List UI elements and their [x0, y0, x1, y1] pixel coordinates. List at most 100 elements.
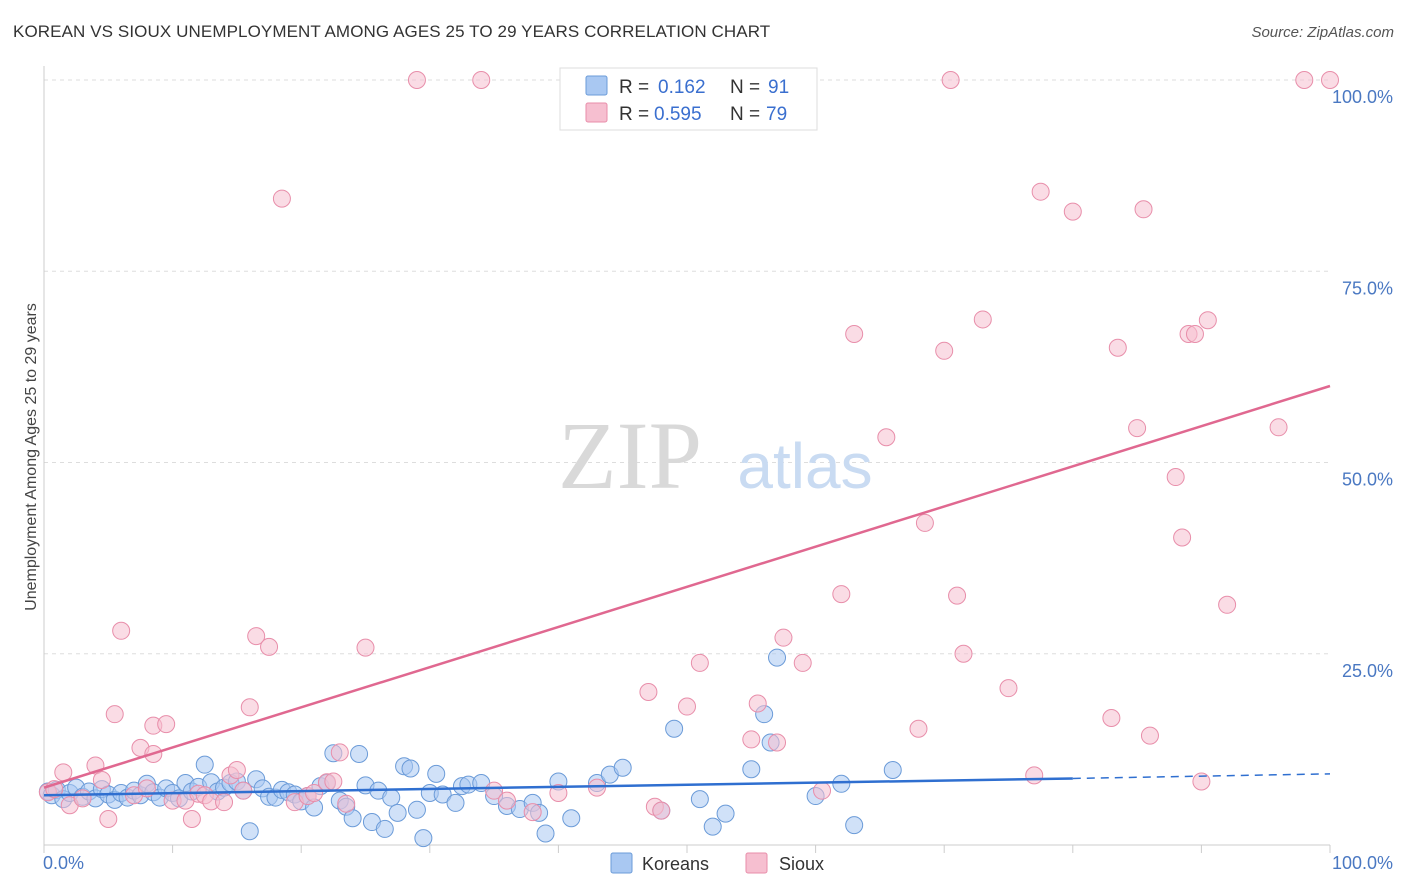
- bottom-legend-swatch-koreans: [610, 852, 633, 874]
- scatter-point: [639, 683, 658, 701]
- y-tick-label: 75.0%: [1342, 278, 1393, 298]
- scatter-point: [1025, 766, 1044, 785]
- watermark: ZIP atlas: [558, 402, 873, 509]
- scatter-point: [883, 761, 902, 780]
- scatter-point: [954, 644, 973, 663]
- scatter-point: [536, 824, 555, 843]
- legend-swatch-blue: [585, 75, 608, 96]
- x-tick-label-min: 0.0%: [43, 853, 84, 873]
- scatter-point: [768, 733, 787, 752]
- scatter-point: [549, 783, 568, 802]
- scatter-point: [1185, 324, 1204, 343]
- x-tick-label-max: 100.0%: [1332, 853, 1393, 873]
- legend-n-label: N =: [730, 77, 760, 98]
- scatter-point: [112, 621, 131, 640]
- scatter-point: [678, 697, 696, 716]
- legend-r-label: R =: [619, 77, 649, 98]
- scatter-point: [92, 770, 111, 789]
- sioux-trend-line: [43, 384, 1331, 789]
- bottom-legend-swatch-sioux: [745, 852, 768, 874]
- scatter-point: [774, 628, 793, 647]
- scatter-point: [407, 71, 426, 89]
- scatter-point: [356, 638, 375, 657]
- scatter-point: [472, 71, 491, 89]
- scatter-point: [832, 585, 851, 604]
- koreans-trend-line: [43, 777, 1073, 797]
- scatter-point: [652, 801, 671, 820]
- scatter-point: [1321, 71, 1339, 89]
- scatter-point: [793, 653, 812, 672]
- scatter-point: [215, 793, 234, 812]
- y-tick-labels: 100.0% 75.0% 50.0% 25.0%: [1332, 87, 1393, 681]
- scatter-point: [272, 189, 291, 208]
- scatter-point: [768, 648, 787, 667]
- scatter-point: [157, 715, 176, 734]
- scatter-point: [99, 809, 118, 828]
- scatter-point: [690, 790, 709, 809]
- legend-swatch-pink: [585, 102, 608, 123]
- scatter-point: [427, 764, 446, 783]
- scatter-point: [485, 781, 504, 800]
- chart-source: Source: ZipAtlas.com: [1251, 24, 1394, 41]
- scatter-point: [73, 789, 92, 808]
- scatter-point: [742, 730, 761, 749]
- scatter-point: [388, 803, 407, 822]
- scatter-point: [935, 341, 954, 360]
- scatter-point: [414, 829, 433, 848]
- scatter-point: [665, 719, 684, 738]
- scatter-point: [748, 694, 767, 713]
- watermark-zip: ZIP: [558, 402, 702, 509]
- scatter-point: [497, 791, 516, 810]
- y-tick-label: 100.0%: [1332, 87, 1393, 107]
- legend-n-value: 91: [768, 77, 789, 98]
- legend-r-label: R =: [619, 104, 649, 125]
- scatter-point: [375, 819, 394, 838]
- scatter-point: [1173, 528, 1192, 547]
- legend-r-value: 0.595: [654, 104, 702, 125]
- scatter-point: [1166, 468, 1185, 487]
- grid-lines: [44, 79, 1330, 655]
- scatter-point: [973, 310, 992, 329]
- scatter-point: [813, 781, 832, 800]
- scatter-point: [247, 627, 266, 646]
- scatter-point: [1031, 182, 1050, 201]
- scatter-point: [1198, 311, 1217, 330]
- scatter-point: [54, 763, 73, 782]
- scatter-point: [1295, 71, 1314, 89]
- scatter-point: [105, 705, 124, 724]
- scatter-point: [1063, 202, 1082, 221]
- scatter-point: [324, 772, 343, 791]
- scatter-point: [350, 744, 369, 763]
- scatter-point: [613, 758, 632, 777]
- y-tick-label: 50.0%: [1342, 470, 1393, 490]
- scatter-point: [240, 698, 259, 717]
- scatter-point: [227, 761, 246, 780]
- scatter-point: [337, 794, 356, 813]
- koreans-trend-extension: [1072, 773, 1331, 780]
- scatter-point: [703, 817, 722, 836]
- scatter-point: [562, 809, 581, 828]
- legend: R = 0.162 N = 91 R = 0.595 N = 79: [559, 67, 818, 131]
- axes: [43, 66, 1331, 853]
- scatter-point: [195, 755, 214, 774]
- scatter-point: [433, 785, 452, 804]
- bottom-legend: Koreans Sioux: [610, 852, 824, 874]
- scatter-point: [587, 778, 606, 797]
- scatter-point: [1218, 595, 1237, 614]
- chart-title: KOREAN VS SIOUX UNEMPLOYMENT AMONG AGES …: [13, 22, 771, 41]
- scatter-point: [401, 759, 420, 778]
- scatter-point: [330, 743, 349, 762]
- scatter-point: [407, 800, 426, 819]
- scatter-point: [915, 513, 934, 532]
- x-tick-labels: 0.0% 100.0%: [43, 853, 1393, 873]
- scatter-point: [716, 804, 735, 823]
- legend-r-value: 0.162: [658, 77, 706, 98]
- scatter-point: [260, 637, 279, 656]
- scatter-point: [1108, 338, 1127, 357]
- scatter-point: [999, 679, 1018, 698]
- scatter-point: [845, 324, 864, 343]
- scatter-point: [1269, 418, 1288, 437]
- scatter-point: [1192, 772, 1211, 791]
- scatter-point: [1134, 200, 1153, 219]
